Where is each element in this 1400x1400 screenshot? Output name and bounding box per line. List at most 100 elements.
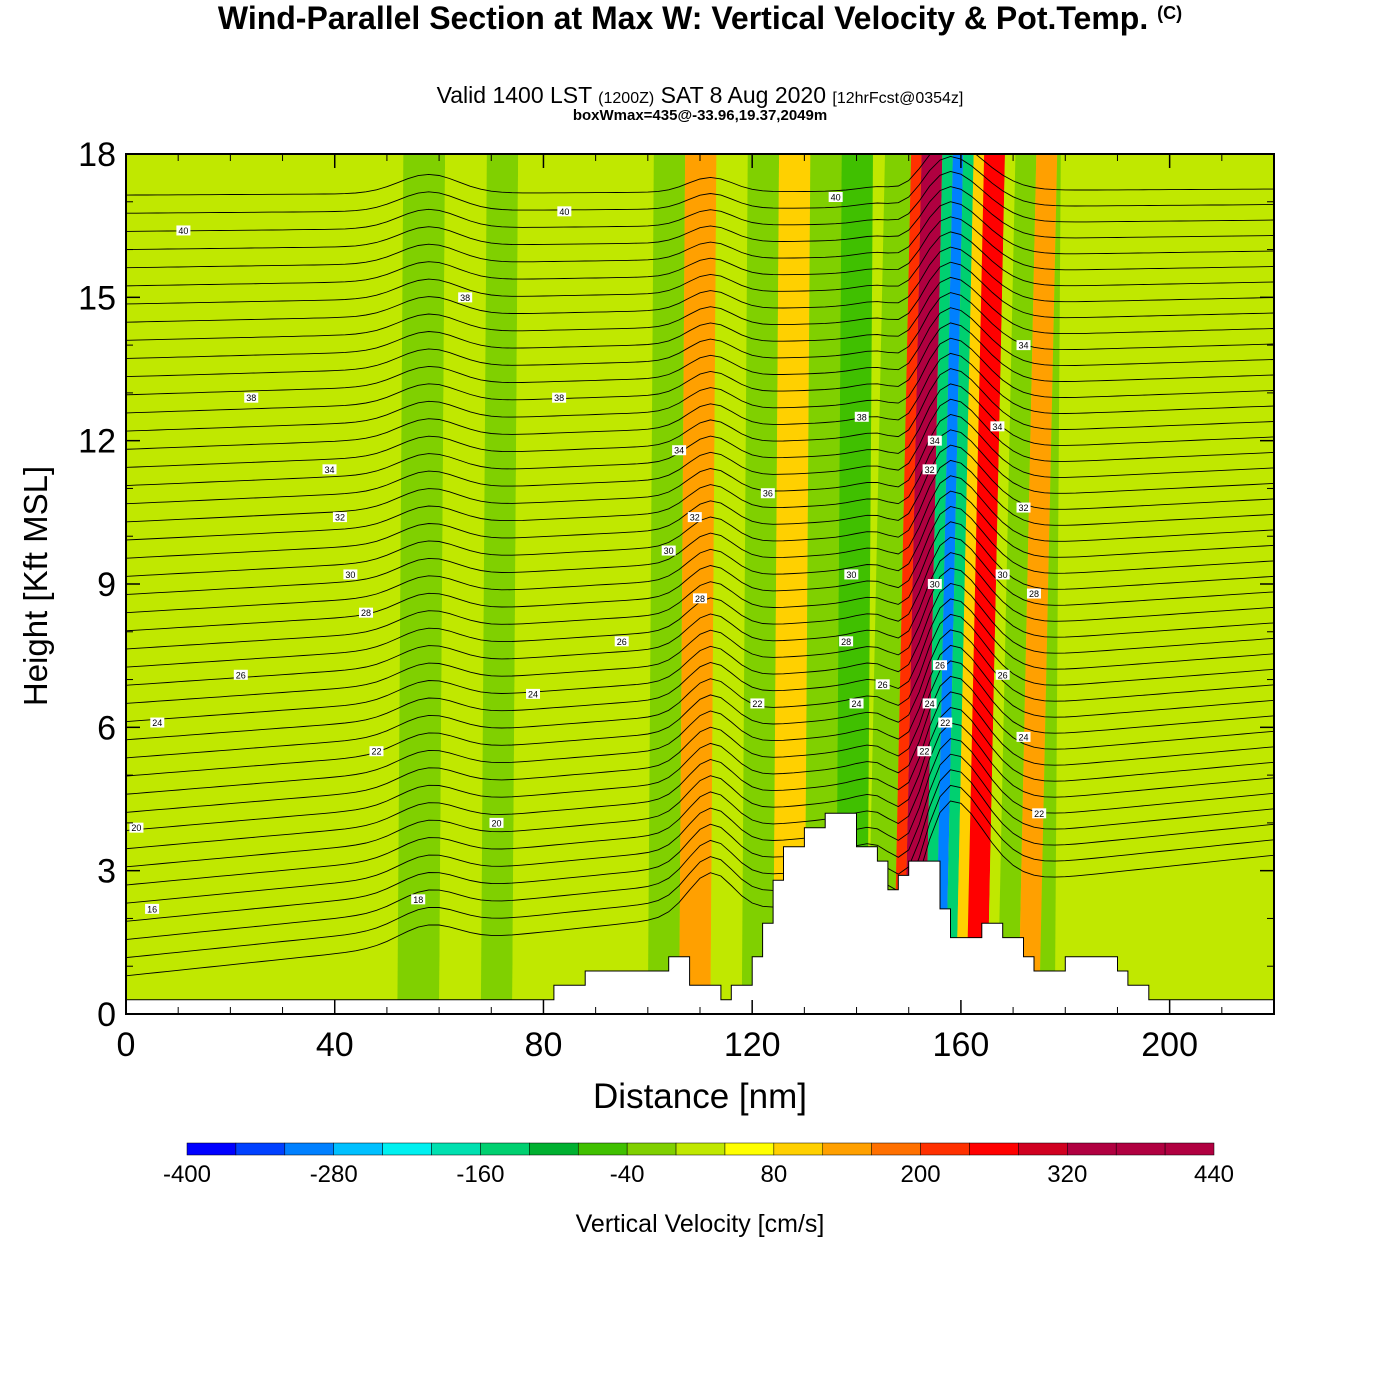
isentrope-label-39: 22	[940, 718, 950, 728]
velocity-band-8	[741, 154, 780, 1014]
isentrope-label-41: 20	[131, 823, 141, 833]
isentrope-line-35	[126, 261, 1274, 341]
isentrope-label-19: 30	[846, 570, 856, 580]
main-title: Wind-Parallel Section at Max W: Vertical…	[217, 0, 1183, 36]
colorbar-swatch-11	[724, 1142, 775, 1156]
velocity-band-19	[966, 154, 1005, 1014]
isentrope-label-43: 18	[413, 895, 423, 905]
isentrope-label-bg-6	[854, 411, 869, 422]
isentrope-line-24	[126, 429, 1274, 541]
isentrope-line-28	[126, 368, 1274, 468]
y-tick-label-0: 0	[97, 996, 116, 1034]
isentrope-label-bg-7	[760, 488, 775, 499]
velocity-band-22	[1018, 154, 1058, 1014]
isentrope-line-20	[126, 490, 1274, 614]
colorbar-swatch-17	[1018, 1142, 1068, 1156]
isentrope-label-31: 24	[152, 718, 162, 728]
velocity-band-10	[804, 154, 842, 1014]
isentrope-label-12: 34	[1019, 341, 1029, 351]
isentrope-label-bg-25	[1026, 588, 1041, 599]
isentrope-label-15: 32	[925, 465, 935, 475]
isentrope-label-20: 30	[930, 580, 940, 590]
velocity-band-0	[126, 154, 404, 1014]
isentrope-label-34: 24	[925, 699, 935, 709]
valid-time-line: Valid 1400 LST (1200Z) SAT 8 Aug 2020 [1…	[436, 82, 964, 108]
x-tick-label-4: 160	[933, 1026, 990, 1064]
isentrope-label-bg-38	[917, 746, 932, 757]
isentrope-label-bg-23	[693, 593, 707, 604]
isentrope-label-14: 32	[690, 513, 700, 523]
colorbar-swatch-3	[333, 1142, 383, 1156]
isentrope-line-31	[126, 322, 1274, 414]
isentrope-label-bg-19	[844, 569, 859, 580]
isentrope-label-bg-15	[922, 464, 937, 475]
isentrope-label-bg-2	[828, 192, 843, 202]
chart-title: Wind-Parallel Section at Max W: Vertical…	[0, 0, 1400, 37]
velocity-band-16	[934, 154, 964, 1014]
isentrope-line-6	[126, 707, 1274, 868]
isentrope-label-2: 40	[831, 193, 841, 203]
isentrope-label-bg-34	[922, 698, 937, 709]
colorbar-swatch-0	[186, 1142, 237, 1156]
colorbar-swatch-20	[1164, 1142, 1215, 1156]
isentrope-label-35: 24	[1019, 732, 1029, 742]
isentrope-line-21	[126, 475, 1274, 595]
isentrope-line-5	[126, 722, 1274, 886]
colorbar-tick-label-5: 200	[901, 1161, 941, 1188]
isentrope-label-36: 22	[371, 747, 381, 757]
x-tick-label-3: 120	[724, 1026, 781, 1064]
colorbar-swatch-4	[382, 1142, 432, 1156]
isentrope-label-44: 16	[147, 904, 157, 914]
isentrope-label-32: 24	[528, 689, 538, 699]
isentrope-line-11	[126, 629, 1274, 777]
isentrope-line-8	[126, 675, 1274, 831]
y-tick-label-4: 12	[78, 423, 116, 461]
isentrope-label-bg-11	[990, 421, 1005, 432]
velocity-band-17	[945, 154, 974, 1014]
isentrope-label-bg-9	[672, 445, 687, 456]
colorbar-tick-label-6: 320	[1047, 1161, 1087, 1188]
isentrope-label-17: 30	[345, 570, 355, 580]
isentrope-line-33	[126, 292, 1274, 378]
colorbar-tick-label-1: -280	[310, 1161, 358, 1188]
x-tick-label-2: 80	[525, 1026, 563, 1064]
isentrope-label-3: 38	[460, 293, 470, 303]
y-tick-label-5: 15	[78, 279, 116, 317]
isentrope-label-bg-31	[150, 717, 165, 728]
x-tick-label-1: 40	[316, 1026, 354, 1064]
isentrope-label-27: 26	[617, 637, 627, 647]
isentrope-line-41	[126, 171, 1274, 232]
isentrope-label-16: 32	[1019, 503, 1029, 513]
isentrope-line-25	[126, 414, 1274, 523]
isentrope-label-bg-17	[343, 569, 358, 580]
isentrope-label-37: 22	[752, 699, 762, 709]
isentrope-label-21: 30	[998, 570, 1008, 580]
isentrope-line-14	[126, 583, 1274, 723]
isentropes	[126, 154, 1274, 977]
y-axis-title: Height [Kft MSL]	[17, 466, 54, 706]
terrain	[126, 812, 1274, 1014]
isentrope-line-27	[126, 383, 1274, 487]
colorbar-swatch-19	[1115, 1142, 1166, 1156]
isentrope-label-bg-24	[839, 636, 854, 647]
colorbar: -400 -280 -160 -40 80 200 320 440	[163, 1142, 1234, 1188]
isentrope-label-bg-16	[1016, 502, 1031, 513]
colorbar-swatch-15	[920, 1142, 970, 1156]
velocity-band-9	[773, 154, 811, 1014]
isentrope-label-18: 30	[664, 546, 674, 556]
isentrope-line-4	[126, 738, 1274, 904]
y-tick-label-3: 9	[97, 566, 116, 604]
velocity-band-21	[997, 154, 1037, 1014]
isentrope-label-22: 28	[361, 608, 371, 618]
isentrope-line-2	[126, 769, 1274, 940]
isentrope-label-11: 34	[992, 422, 1002, 432]
colorbar-swatch-9	[626, 1142, 677, 1156]
isentrope-line-15	[126, 567, 1274, 704]
colorbar-swatch-6	[480, 1142, 530, 1156]
isentrope-label-23: 28	[695, 594, 705, 604]
velocity-band-13	[893, 154, 922, 1014]
isentrope-line-32	[126, 307, 1274, 396]
isentrope-label-bg-27	[614, 636, 629, 647]
isentrope-label-33: 24	[852, 699, 862, 709]
